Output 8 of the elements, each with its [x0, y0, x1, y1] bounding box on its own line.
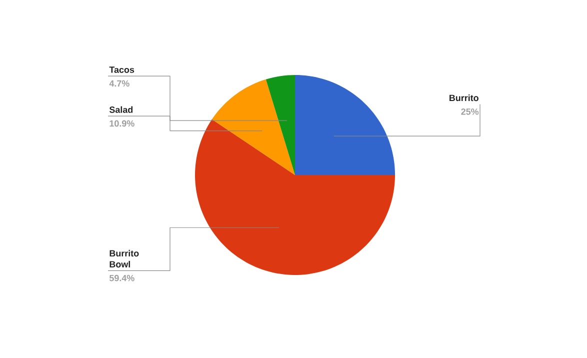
slice-label: Salad: [109, 106, 133, 113]
slice-label: Tacos: [109, 66, 134, 73]
data-label: 25%: [461, 108, 479, 115]
slice-label: Burrito Bowl: [110, 250, 139, 268]
slice-label: Burrito: [450, 94, 478, 102]
data-label: 59.4%: [109, 274, 134, 282]
data-label: 4.7%: [109, 80, 130, 87]
data-label: 10.9%: [110, 120, 134, 127]
